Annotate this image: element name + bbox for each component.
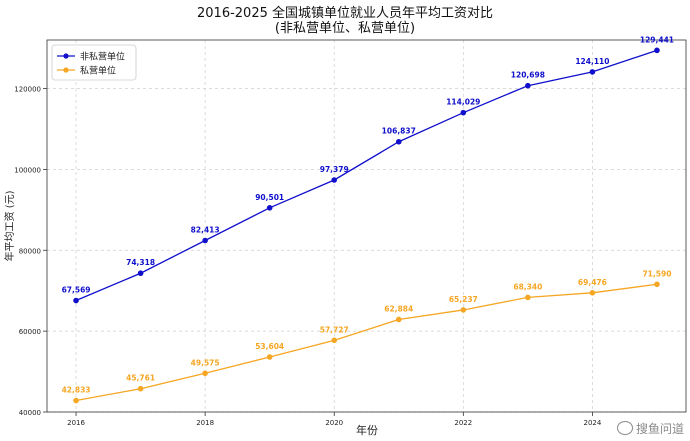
legend-box [51,44,137,81]
data-point-0-7 [525,82,531,89]
watermark: 搜鱼问道 [616,420,684,437]
grid-lines [47,40,686,413]
axis-ticks: 2016 2018 2020 2022 2024 40000 60000 80000 10000… [14,86,602,427]
plot-frame [46,39,687,413]
data-point-0-6 [460,109,467,116]
data-point-1-6 [460,307,467,313]
series-1: 42,833 45,761 49,575 53,604 57,727 62,884 65,2… [62,269,671,404]
data-label-0-6: 114,029 [446,98,480,107]
data-label-1-3: 53,604 [255,342,284,351]
data-point-0-3 [266,205,273,211]
legend-label-1: 私营单位 [80,65,116,77]
x-tick-label-4: 2024 [583,419,601,427]
data-label-0-0: 67,569 [62,286,91,295]
legend-swatch-marker-1 [63,67,69,73]
chart-title: 2016-2025 全国城镇单位就业人员年平均工资对比 [197,6,493,21]
y-axis-label: 年平均工资 (元) [3,190,16,261]
data-point-1-7 [525,294,531,301]
series-line-1 [75,283,658,402]
y-tick-label-1: 60000 [19,328,41,336]
series-line-0 [75,49,658,302]
y-tick-label-2: 80000 [19,247,41,255]
legend-label-0: 非私营单位 [80,51,125,63]
weibo-logo-icon [616,421,633,435]
y-tick-label-3: 100000 [14,166,41,174]
data-label-0-2: 82,413 [191,226,220,235]
x-tick-label-1: 2018 [196,419,214,427]
data-label-1-7: 68,340 [513,282,542,291]
data-label-0-3: 90,501 [255,193,284,202]
x-tick-label-2: 2020 [325,419,343,427]
legend-swatch-marker-0 [63,53,69,59]
data-point-0-8 [589,69,596,75]
data-label-0-9: 129,441 [640,35,674,44]
data-point-1-4 [331,337,338,344]
data-point-1-9 [654,281,660,288]
data-label-1-4: 57,727 [320,325,349,334]
data-label-1-6: 65,237 [449,295,478,304]
x-axis-label: 年份 [356,423,378,437]
data-label-0-4: 97,379 [320,165,349,174]
data-label-1-0: 42,833 [62,386,91,395]
y-tick-label-4: 120000 [14,86,41,94]
x-tick-label-3: 2022 [454,419,472,427]
chart-subtitle: (非私营单位、私营单位) [274,21,416,36]
data-point-0-5 [395,138,402,145]
data-point-1-5 [395,316,402,323]
data-label-1-8: 69,476 [578,278,607,287]
data-point-0-1 [137,270,144,277]
data-label-0-7: 120,698 [511,71,545,80]
data-point-0-9 [654,47,660,54]
data-label-0-8: 124,110 [575,57,609,66]
data-label-0-5: 106,837 [382,127,416,136]
data-point-1-3 [266,354,273,360]
watermark-text: 搜鱼问道 [635,422,684,436]
data-point-0-4 [331,177,338,183]
data-point-1-1 [137,385,144,392]
data-point-1-8 [589,290,596,296]
data-label-1-9: 71,590 [642,269,671,278]
data-label-0-1: 74,318 [126,258,155,267]
data-label-1-5: 62,884 [384,304,413,313]
data-point-1-0 [73,397,79,404]
data-label-1-1: 45,761 [126,374,155,383]
data-label-1-2: 49,575 [191,358,220,367]
data-point-1-2 [202,370,208,377]
series-layer: 67,569 74,318 82,413 90,501 97,379 106,837 114… [62,35,674,404]
x-tick-label-0: 2016 [67,419,85,427]
y-tick-label-0: 40000 [19,409,41,417]
data-point-0-2 [202,237,208,244]
data-point-0-0 [73,297,79,304]
series-0: 67,569 74,318 82,413 90,501 97,379 106,837 114… [62,35,674,304]
